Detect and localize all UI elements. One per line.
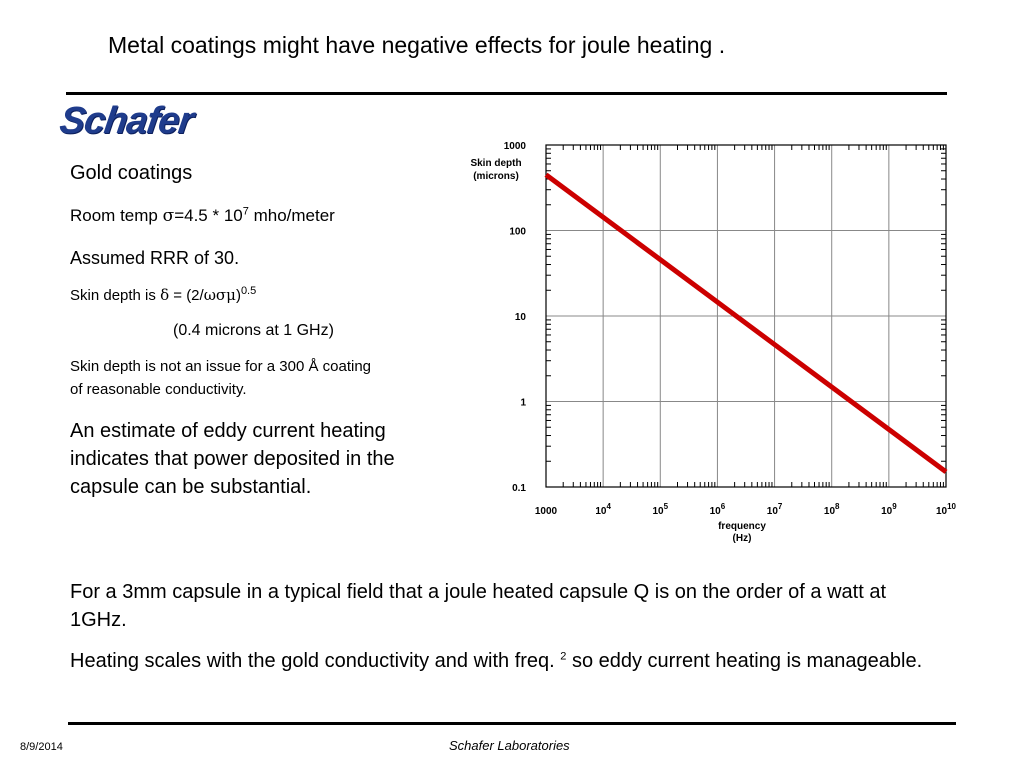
schafer-logo: Schafer [57,100,196,142]
footer-company: Schafer Laboratories [449,738,570,753]
plot-frame [545,144,947,488]
room-temp-unit: mho/meter [248,206,335,225]
para2-after: so eddy current heating is manageable. [566,650,923,672]
skin-equation: = (2/ [169,287,204,304]
y-tick-label: 10 [515,312,527,323]
y-axis-label-line2: (microns) [473,171,519,182]
y-tick-labels: 1000 100 10 1 0.1 [504,141,527,494]
para2-superscript: 2 [560,650,567,663]
omega-sigma-mu-symbols: ωσμ [203,286,236,304]
skin-depth-line [544,172,948,474]
y-tick-label: 1 [520,398,526,409]
x-tick-label: 1000 [535,506,558,517]
y-tick-label: 100 [509,227,526,238]
footer-date: 8/9/2014 [20,741,63,753]
skin-depth-chart: 1000 100 10 1 0.1 1000 104 105 106 107 108 109 1010… [470,141,957,544]
bullet-room-temp: Room temp σ=4.5 * 107 mho/meter [70,206,335,226]
y-tick-label: 1000 [504,141,527,152]
bullet-issue-line1: Skin depth is not an issue for a 300 Å c… [70,358,372,375]
room-temp-exponent: 7 [242,205,249,218]
chart-minor-ticks [546,145,946,487]
bullet-microns-note: (0.4 microns at 1 GHz) [173,322,334,339]
x-tick-label: 109 [881,502,897,517]
para2-before: Heating scales with the gold conductivit… [70,650,561,672]
chart-series [544,172,948,474]
bullet-eddy-line1: An estimate of eddy current heating [70,420,386,442]
x-axis-label-line1: frequency [718,521,766,532]
bullet-eddy-line2: indicates that power deposited in the [70,448,395,470]
y-axis-label-line1: Skin depth [470,158,521,169]
skin-close: ) [235,287,241,304]
skin-prefix: Skin depth is [70,287,161,304]
bullet-list: Gold coatings Room temp σ=4.5 * 107 mho/… [70,162,455,502]
skin-exponent: 0.5 [240,285,257,297]
y-tick-label: 0.1 [512,483,526,494]
bullet-eddy-line3: capsule can be substantial. [70,476,312,498]
sigma-symbol: σ [162,206,175,226]
x-tick-label: 104 [595,502,611,517]
bullet-issue-line2: of reasonable conductivity. [70,381,247,398]
bottom-paragraph-2: Heating scales with the gold conductivit… [70,647,940,675]
bottom-paragraph-1: For a 3mm capsule in a typical field tha… [70,581,887,631]
title-divider [66,92,947,95]
bullet-skin-depth: Skin depth is δ = (2/ωσμ)0.5 [70,285,257,305]
x-tick-label: 1010 [936,502,957,517]
room-temp-prefix: Room temp [70,206,163,225]
x-tick-label: 106 [710,502,726,517]
bullet-rrr: Assumed RRR of 30. [70,248,240,268]
bullet-gold-coatings: Gold coatings [70,162,193,184]
footer-divider [68,722,956,725]
room-temp-equation: =4.5 * 10 [174,206,243,225]
x-tick-label: 108 [824,502,840,517]
x-axis-label-line2: (Hz) [733,533,752,544]
x-tick-label: 105 [652,502,668,517]
chart-grid [545,144,947,488]
slide-title: Metal coatings might have negative effec… [108,32,726,58]
x-tick-labels: 1000 104 105 106 107 108 109 1010 [535,502,957,517]
delta-symbol: δ [160,286,170,304]
x-tick-label: 107 [767,502,783,517]
